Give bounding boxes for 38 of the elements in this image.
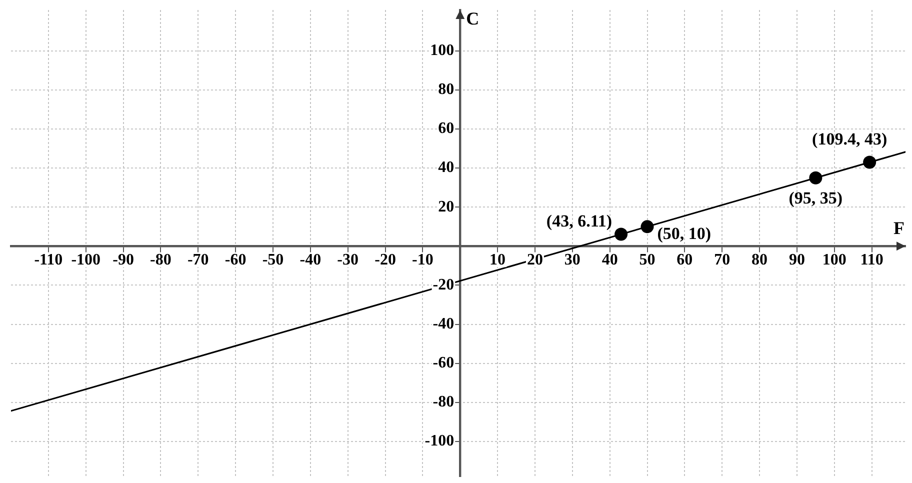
data-label: (109.4, 43) <box>812 130 888 149</box>
x-tick-label: -70 <box>187 251 209 268</box>
y-tick-label: 60 <box>438 120 454 138</box>
x-tick-label: 110 <box>860 251 884 268</box>
x-tick-label: -90 <box>112 251 134 268</box>
x-tick-label: 80 <box>752 251 768 268</box>
x-tick-label: -110 <box>34 251 63 268</box>
x-tick-label: -60 <box>224 251 246 268</box>
x-tick-label: 70 <box>714 251 730 268</box>
y-tick-label: 80 <box>438 81 454 98</box>
y-tick-label: -80 <box>432 393 454 410</box>
data-label: (43, 6.11) <box>546 212 612 231</box>
y-tick-label: -100 <box>424 432 454 450</box>
x-tick-label: 50 <box>639 251 656 268</box>
y-tick-label: -60 <box>432 354 454 372</box>
y-tick-label: 100 <box>430 42 454 60</box>
x-tick-label: -100 <box>71 251 101 268</box>
x-tick-label: -20 <box>374 251 396 268</box>
x-tick-label: -50 <box>262 251 284 268</box>
data-label: (50, 10) <box>657 224 712 244</box>
y-tick-label: 20 <box>438 198 454 216</box>
y-tick-label: 40 <box>438 159 454 176</box>
x-tick-label: 100 <box>822 251 846 268</box>
x-tick-label: 40 <box>602 251 618 268</box>
x-tick-label: 10 <box>490 251 506 268</box>
data-label: (95, 35) <box>788 188 843 208</box>
x-tick-label: -80 <box>150 251 172 268</box>
x-tick-label: 60 <box>676 251 693 268</box>
y-axis-title: C <box>466 8 480 29</box>
x-tick-label: 90 <box>788 251 805 268</box>
x-tick-label: -40 <box>300 251 322 268</box>
x-tick-label: 20 <box>526 251 543 268</box>
y-tick-label: -40 <box>432 315 454 332</box>
x-axis-title: F <box>894 218 904 238</box>
y-tick-label: -20 <box>432 276 454 294</box>
x-tick-label: -10 <box>412 251 434 268</box>
x-tick-label: -30 <box>337 251 359 268</box>
x-tick-label: 30 <box>564 251 580 268</box>
